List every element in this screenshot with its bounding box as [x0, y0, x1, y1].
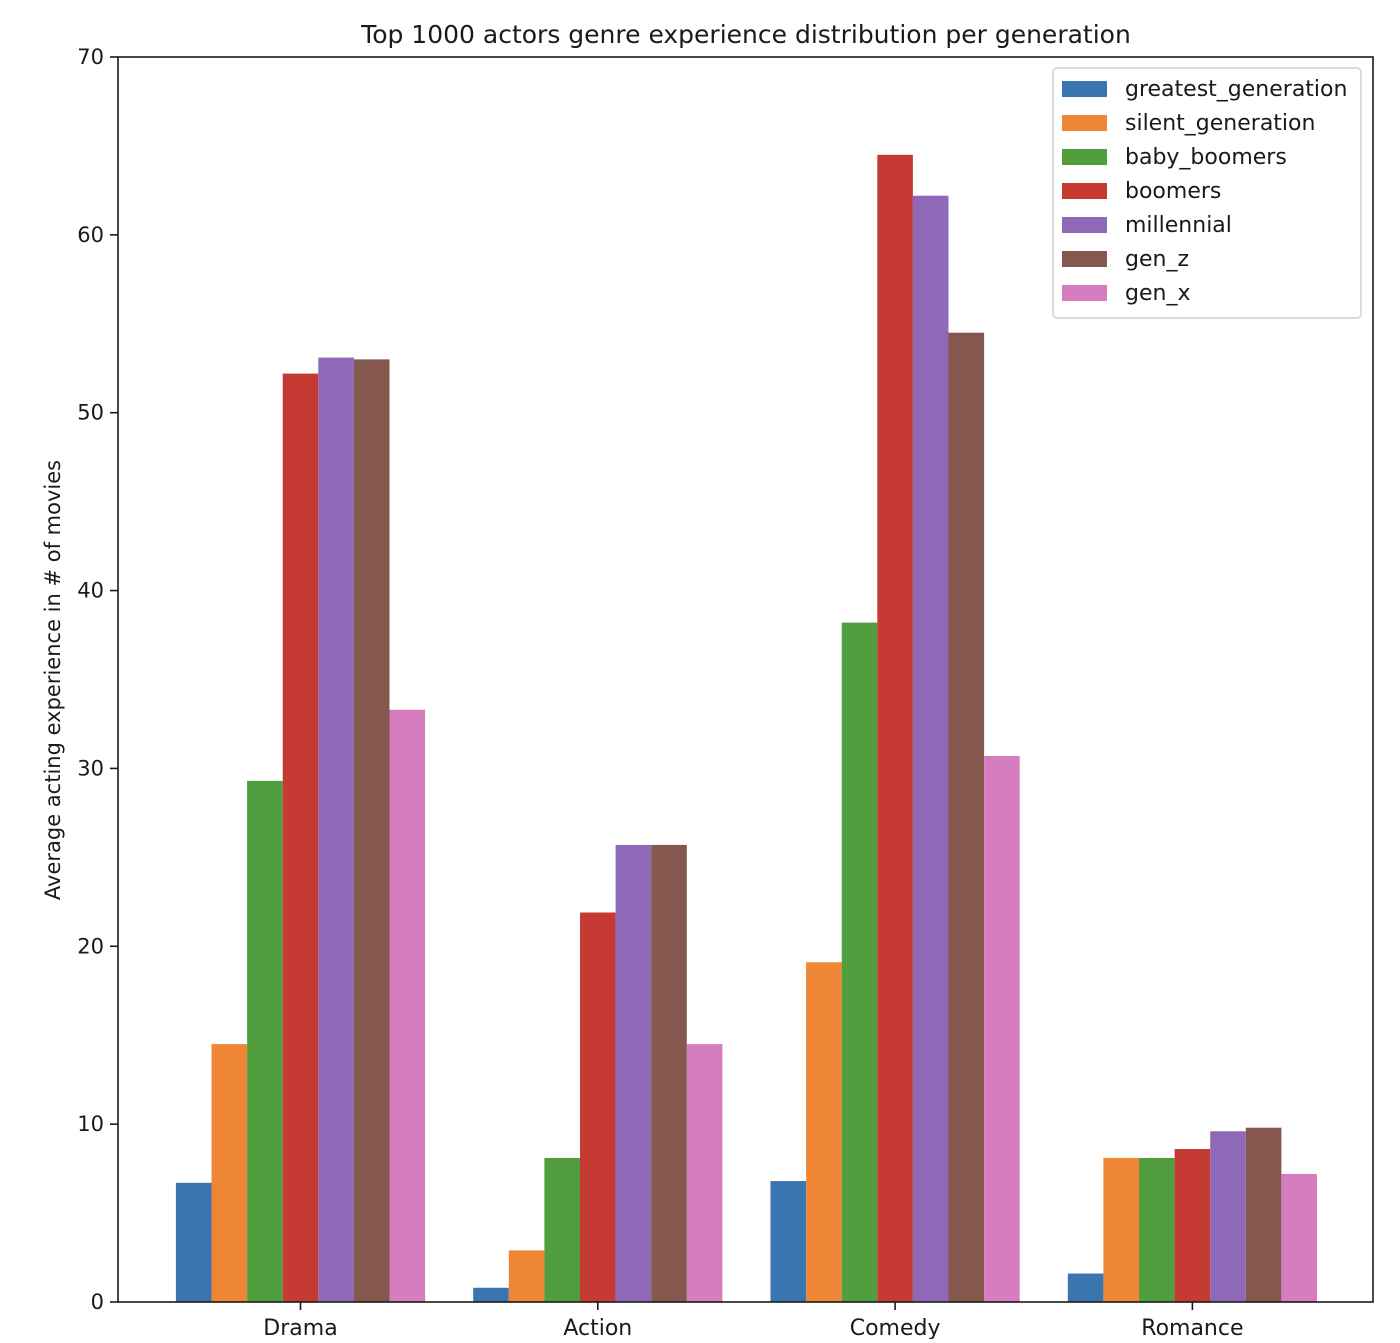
bar-baby_boomers-comedy — [841, 622, 878, 1302]
bar-millennial-action — [615, 844, 652, 1302]
bars-layer — [175, 154, 1317, 1303]
bar-boomers-drama — [282, 373, 319, 1303]
bar-greatest_generation-action — [473, 1287, 509, 1302]
bar-greatest_generation-drama — [175, 1182, 212, 1302]
y-tick-label-50: 50 — [77, 401, 104, 425]
legend-label-gen_z: gen_z — [1125, 247, 1189, 272]
bar-baby_boomers-action — [544, 1157, 580, 1302]
y-tick-label-30: 30 — [77, 756, 104, 780]
legend-box — [1052, 67, 1362, 319]
bar-greatest_generation-comedy — [770, 1181, 807, 1302]
y-tick-label-70: 70 — [77, 45, 104, 69]
legend-swatch-gen_z — [1062, 251, 1107, 267]
chart-title: Top 1000 actors genre experience distrib… — [360, 20, 1131, 49]
legend-swatch-greatest_generation — [1062, 81, 1107, 97]
plot-frame — [117, 56, 1374, 1303]
legend-swatch-gen_x — [1062, 285, 1107, 301]
legend-label-silent_generation: silent_generation — [1125, 111, 1315, 136]
bar-millennial-comedy — [912, 195, 949, 1303]
bar-silent_generation-action — [508, 1250, 545, 1302]
legend-label-baby_boomers: baby_boomers — [1125, 145, 1287, 170]
axes-layer: 0 10 20 30 40 50 60 70 Drama Action Comedy Romance — [77, 45, 1374, 1341]
x-tick-label-comedy: Comedy — [850, 1316, 941, 1339]
bar-gen_x-drama — [389, 709, 426, 1302]
legend-label-millennial: millennial — [1125, 213, 1232, 238]
bar-gen_z-romance — [1245, 1127, 1282, 1302]
bar-millennial-drama — [318, 357, 354, 1303]
legend-swatch-boomers — [1062, 183, 1107, 199]
bar-gen_x-romance — [1281, 1173, 1317, 1302]
bar-gen_x-comedy — [984, 755, 1020, 1302]
y-tick-label-60: 60 — [77, 223, 104, 247]
bar-boomers-action — [580, 912, 616, 1302]
bar-greatest_generation-romance — [1067, 1273, 1104, 1302]
legend-label-greatest_generation: greatest_generation — [1125, 77, 1347, 102]
bar-boomers-comedy — [877, 154, 913, 1302]
bar-silent_generation-comedy — [806, 962, 842, 1302]
bar-silent_generation-romance — [1103, 1157, 1139, 1302]
y-tick-label-0: 0 — [91, 1290, 104, 1314]
bar-boomers-romance — [1174, 1149, 1211, 1302]
legend: greatest_generation silent_generationbaby… — [1052, 67, 1362, 319]
legend-label-boomers: boomers — [1125, 179, 1221, 204]
bar-millennial-romance — [1210, 1131, 1246, 1302]
bar-gen_z-comedy — [948, 332, 985, 1302]
legend-label-gen_x: gen_x — [1125, 281, 1190, 306]
bar-gen_z-drama — [353, 359, 390, 1302]
legend-swatch-baby_boomers — [1062, 149, 1107, 165]
bar-baby_boomers-romance — [1139, 1157, 1175, 1302]
bar-gen_z-action — [651, 844, 687, 1302]
x-tick-label-action: Action — [563, 1316, 632, 1339]
bar-gen_x-action — [686, 1044, 723, 1302]
x-tick-label-drama: Drama — [263, 1316, 337, 1339]
y-axis-label: Average acting experience in # of movies — [41, 460, 65, 900]
y-tick-label-20: 20 — [77, 934, 104, 958]
legend-swatch-silent_generation — [1062, 115, 1107, 131]
legend-swatch-millennial — [1062, 217, 1107, 233]
x-tick-label-romance: Romance — [1141, 1316, 1243, 1339]
bar-silent_generation-drama — [211, 1044, 248, 1302]
bar-baby_boomers-drama — [247, 780, 283, 1302]
y-tick-label-10: 10 — [77, 1112, 104, 1136]
y-tick-label-40: 40 — [77, 579, 104, 603]
